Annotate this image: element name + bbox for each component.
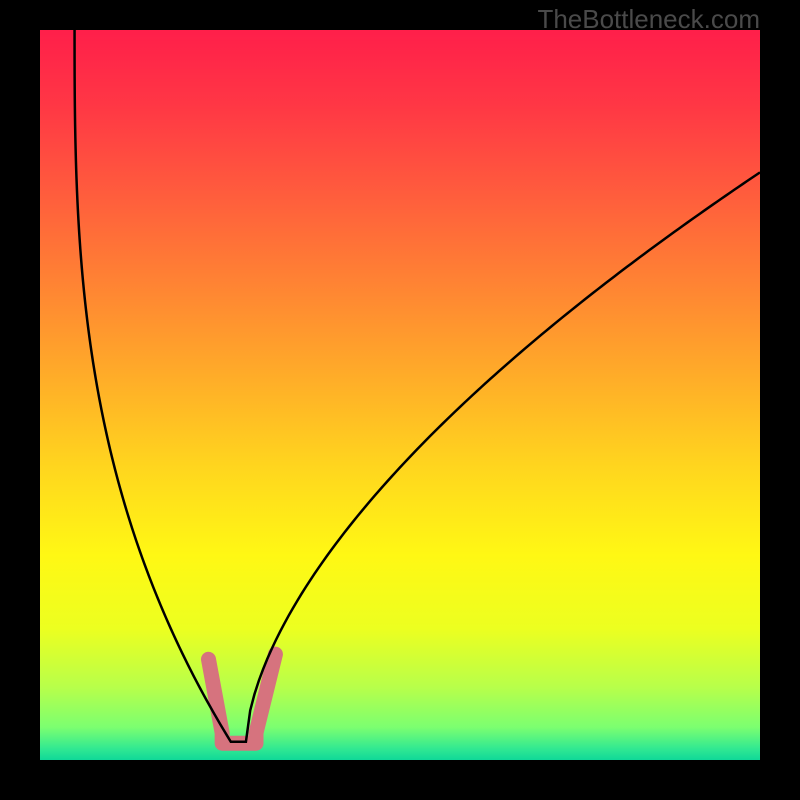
plot-svg <box>40 30 760 760</box>
watermark-text: TheBottleneck.com <box>537 4 760 35</box>
gradient-background <box>40 30 760 760</box>
plot-area <box>40 30 760 760</box>
